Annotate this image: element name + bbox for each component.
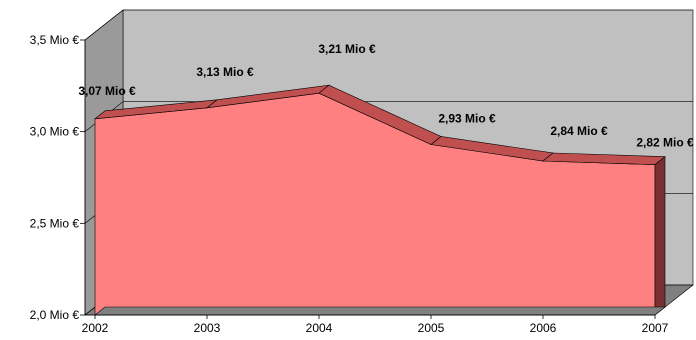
axes xyxy=(80,39,656,319)
data-label-4: 2,84 Mio € xyxy=(550,124,608,138)
data-label-0: 3,07 Mio € xyxy=(78,84,136,98)
data-label-1: 3,13 Mio € xyxy=(196,65,254,79)
data-label-3: 2,93 Mio € xyxy=(438,112,496,126)
x-tick-label-2: 2004 xyxy=(306,321,333,335)
y-tick-label-2: 3,0 Mio € xyxy=(30,125,80,139)
x-tick-label-1: 2003 xyxy=(194,321,221,335)
gridline-3 xyxy=(84,9,693,41)
data-labels: 3,07 Mio € 3,13 Mio € 3,21 Mio € 2,93 Mio €… xyxy=(78,42,694,150)
x-tick-label-5: 2007 xyxy=(642,321,669,335)
y-tick-label-0: 2,0 Mio € xyxy=(30,308,80,322)
tick-labels: 2,0 Mio € 2,5 Mio € 3,0 Mio € 3,5 Mio € 2002… xyxy=(30,33,669,335)
y-tick-label-3: 3,5 Mio € xyxy=(30,33,80,47)
area-bottom xyxy=(94,306,666,316)
x-tick-label-4: 2006 xyxy=(530,321,557,335)
data-label-5: 2,82 Mio € xyxy=(636,136,694,150)
area-side xyxy=(654,156,666,316)
area-series xyxy=(94,84,666,316)
x-tick-label-0: 2002 xyxy=(82,321,109,335)
data-label-2: 3,21 Mio € xyxy=(318,42,376,56)
x-tick-label-3: 2005 xyxy=(418,321,445,335)
y-tick-label-1: 2,5 Mio € xyxy=(30,216,80,230)
